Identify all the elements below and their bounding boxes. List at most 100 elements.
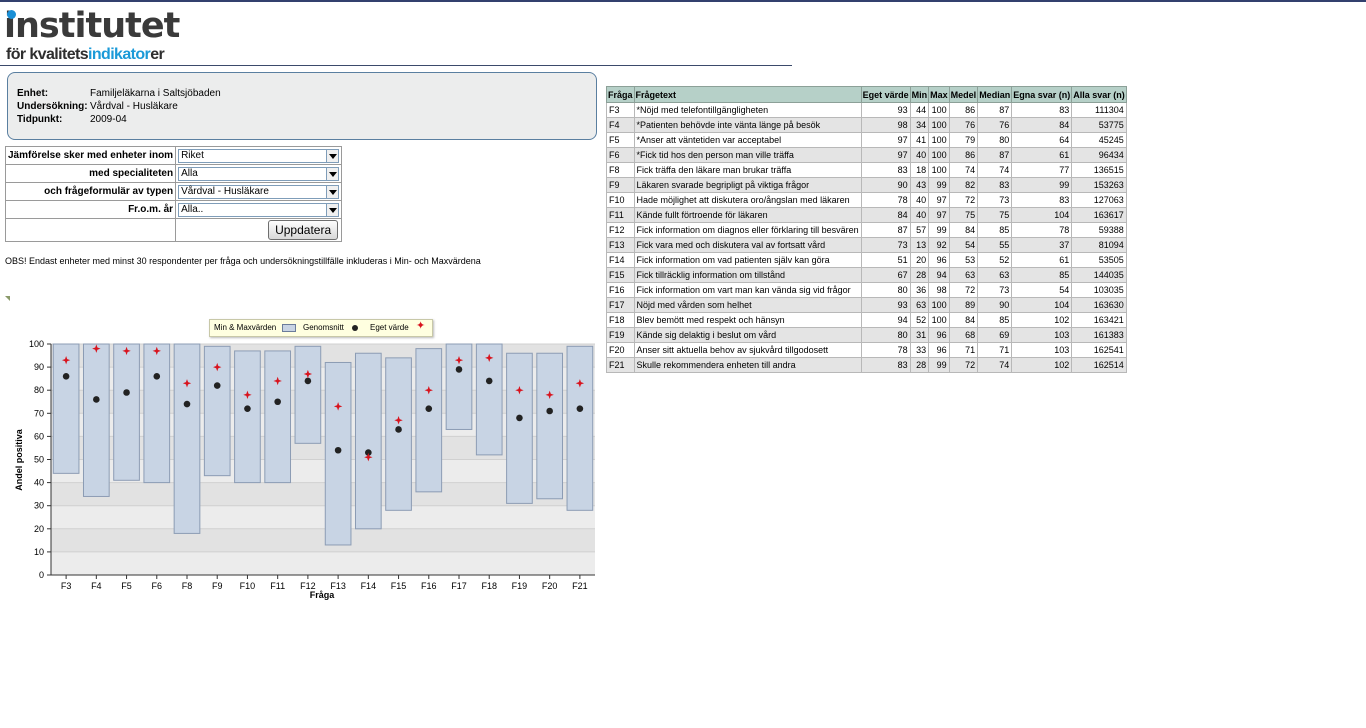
own-value-point[interactable] xyxy=(152,346,161,356)
x-tick-label: F10 xyxy=(240,581,256,591)
value-cell: 162541 xyxy=(1071,342,1127,358)
value-cell: 40 xyxy=(909,207,930,223)
x-tick-label: F21 xyxy=(572,581,588,591)
value-cell: 37 xyxy=(1011,237,1073,253)
value-cell: 144035 xyxy=(1071,267,1127,283)
average-point[interactable] xyxy=(123,389,130,396)
y-axis-title: Andel positiva xyxy=(14,428,24,491)
average-point[interactable] xyxy=(244,405,251,412)
column-header: Max xyxy=(928,86,950,103)
value-cell: 75 xyxy=(948,207,979,223)
specialty-label: med specialiteten xyxy=(4,164,177,183)
range-bar[interactable] xyxy=(82,343,110,497)
range-bar[interactable] xyxy=(113,343,140,481)
y-tick-label: 70 xyxy=(34,408,44,418)
value-cell: 75 xyxy=(977,207,1013,223)
range-bar[interactable] xyxy=(354,352,382,530)
range-bar[interactable] xyxy=(536,352,564,500)
average-point[interactable] xyxy=(334,446,342,454)
own-value-point[interactable] xyxy=(303,369,313,379)
range-bar[interactable] xyxy=(294,345,322,444)
average-point[interactable] xyxy=(93,396,100,403)
average-point[interactable] xyxy=(304,377,312,385)
own-value-point[interactable] xyxy=(545,390,554,400)
range-bar[interactable] xyxy=(264,350,292,484)
value-cell: 90 xyxy=(860,177,911,193)
own-value-point[interactable] xyxy=(515,386,524,395)
range-bar[interactable] xyxy=(173,343,201,534)
own-value-point[interactable] xyxy=(182,379,192,388)
own-value-point[interactable] xyxy=(454,355,464,365)
question-text-cell: Anser sitt aktuella behov av sjukvård ti… xyxy=(633,342,862,358)
value-cell: 86 xyxy=(948,102,979,118)
own-value-point[interactable] xyxy=(575,379,585,388)
value-cell: 73 xyxy=(977,192,1013,208)
update-button[interactable]: Uppdatera xyxy=(268,220,339,240)
average-point[interactable] xyxy=(395,426,402,433)
range-bar[interactable] xyxy=(385,357,412,511)
average-point[interactable] xyxy=(213,382,221,389)
own-value-point[interactable] xyxy=(122,346,131,356)
table-row: F15 Fick tillräcklig information om tills… xyxy=(606,267,1127,283)
value-cell: 71 xyxy=(977,342,1013,358)
average-point[interactable] xyxy=(365,449,372,456)
range-bar[interactable] xyxy=(324,361,352,546)
chevron-down-icon[interactable] xyxy=(326,167,339,180)
value-cell: 92 xyxy=(928,237,950,253)
range-bar[interactable] xyxy=(506,352,533,504)
chart-toggle-icon[interactable] xyxy=(5,296,10,301)
average-point[interactable] xyxy=(546,407,553,415)
legend-own-swatch: ✦ xyxy=(416,320,426,332)
range-bar[interactable] xyxy=(234,350,261,484)
logo-wordmark: institutet xyxy=(4,6,180,46)
formtype-select[interactable]: Vårdval - Husläkare xyxy=(178,184,340,199)
chevron-down-icon[interactable] xyxy=(326,185,339,198)
institutet-logo[interactable]: institutet för kvalitetsindikatorer xyxy=(4,6,180,64)
own-value-point[interactable] xyxy=(424,386,433,395)
average-point[interactable] xyxy=(274,398,281,406)
question-id-cell: F12 xyxy=(606,222,635,238)
average-point[interactable] xyxy=(516,414,523,422)
own-value-point[interactable] xyxy=(394,416,403,425)
average-point[interactable] xyxy=(485,377,493,385)
average-point[interactable] xyxy=(183,400,191,408)
value-cell: 44 xyxy=(909,102,930,118)
value-cell: 52 xyxy=(977,252,1013,268)
table-row: F13 Fick vara med och diskutera val av fo… xyxy=(606,237,1127,253)
own-value-point[interactable] xyxy=(243,390,252,400)
range-bar[interactable] xyxy=(143,343,171,484)
value-cell: 83 xyxy=(1011,192,1073,208)
average-point[interactable] xyxy=(576,405,584,412)
own-value-point[interactable] xyxy=(273,376,282,386)
own-value-point[interactable] xyxy=(485,353,494,363)
average-point[interactable] xyxy=(425,405,433,412)
own-value-point[interactable] xyxy=(61,355,71,365)
value-cell: 63 xyxy=(909,297,930,313)
own-value-point[interactable] xyxy=(333,402,343,411)
compare-select[interactable]: Riket xyxy=(178,148,340,163)
chevron-down-icon[interactable] xyxy=(326,149,339,162)
value-cell: 97 xyxy=(928,192,950,208)
own-value-point[interactable] xyxy=(92,344,101,353)
average-point[interactable] xyxy=(62,373,70,380)
value-cell: 72 xyxy=(948,357,979,373)
chevron-down-icon[interactable] xyxy=(326,203,339,216)
average-point[interactable] xyxy=(153,373,161,380)
specialty-select[interactable]: Alla xyxy=(178,166,340,181)
value-cell: 52 xyxy=(909,312,930,328)
value-cell: 100 xyxy=(928,132,950,148)
value-cell: 163421 xyxy=(1071,312,1127,328)
value-cell: 163617 xyxy=(1071,207,1127,223)
average-point[interactable] xyxy=(455,366,463,373)
value-cell: 84 xyxy=(948,312,979,328)
own-value-point[interactable] xyxy=(213,362,222,372)
value-cell: 96 xyxy=(928,252,950,268)
range-bar[interactable] xyxy=(52,343,80,474)
range-bar[interactable] xyxy=(475,343,503,456)
own-value-point[interactable] xyxy=(364,452,373,462)
range-bar[interactable] xyxy=(415,348,443,493)
range-bar[interactable] xyxy=(566,345,594,511)
table-row: F21 Skulle rekommendera enheten till andr… xyxy=(606,357,1127,373)
year-select[interactable]: Alla.. xyxy=(178,202,340,217)
value-cell: 93 xyxy=(860,102,911,118)
